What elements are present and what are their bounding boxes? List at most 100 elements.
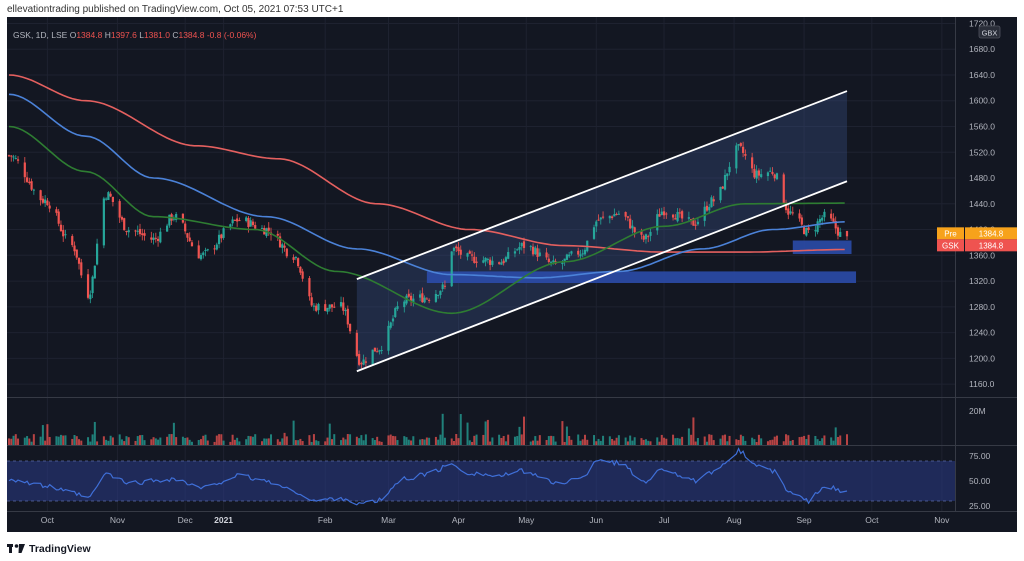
candle-body: [443, 285, 447, 287]
volume-bar: [522, 416, 525, 445]
chart-frame[interactable]: 1720.0 1680.0 1640.0 1600.0 1560.0 1520.0 1480…: [7, 17, 1017, 532]
ma-short-line: [8, 125, 845, 315]
volume-bar: [376, 436, 379, 445]
volume-bar: [644, 439, 647, 445]
volume-bar: [371, 438, 374, 445]
price-tick-label: 1560.0: [969, 121, 995, 131]
candle-body: [391, 318, 395, 322]
volume-bar: [489, 441, 492, 445]
price-tag-label-box: [937, 227, 964, 240]
volume-bar: [773, 436, 776, 445]
candle-body: [281, 244, 284, 248]
candle-body: [814, 230, 817, 232]
volume-bar: [344, 439, 347, 445]
candle-body: [676, 211, 679, 222]
volume-bar: [690, 434, 693, 445]
volume-bar: [789, 440, 792, 445]
price-tag-label: GSK: [942, 241, 960, 250]
price-tick-label: 1200.0: [969, 353, 995, 363]
candle-body: [502, 260, 505, 264]
candle-body: [75, 249, 78, 258]
volume-bar: [310, 441, 313, 445]
volume-bar: [735, 439, 738, 445]
candle-body: [23, 162, 26, 178]
volume-bar: [599, 440, 602, 445]
candle-body: [782, 174, 785, 205]
channel-fill: [356, 91, 847, 372]
channel-upper-line: [356, 90, 848, 280]
volume-bar: [326, 437, 329, 445]
candle-body: [703, 206, 706, 221]
candle-body: [807, 227, 810, 231]
volume-bar: [486, 419, 489, 445]
candle-body: [283, 245, 286, 248]
volume-bar: [17, 438, 20, 445]
volume-bar: [172, 422, 175, 445]
volume-bar: [471, 441, 474, 445]
volume-bar: [91, 434, 94, 445]
candle-body: [719, 186, 722, 201]
volume-bar: [254, 434, 257, 445]
candle-body: [437, 294, 440, 296]
candle-body: [278, 236, 282, 248]
volume-bar: [96, 441, 99, 445]
footer-brand[interactable]: TradingView: [29, 543, 91, 555]
volume-bar: [814, 435, 817, 445]
candle-body: [692, 218, 695, 226]
candle-body: [14, 158, 17, 160]
volume-bar: [791, 439, 794, 445]
chart-svg[interactable]: 1720.0 1680.0 1640.0 1600.0 1560.0 1520.0 1480…: [7, 17, 1017, 532]
candle-body: [516, 249, 519, 251]
legend-part: L: [139, 30, 144, 40]
candle-body: [238, 220, 241, 222]
candle-body: [7, 155, 11, 157]
volume-bar: [125, 436, 128, 445]
candle-body: [380, 349, 383, 351]
candle-body: [312, 305, 316, 307]
price-tag-value: 1384.8: [979, 229, 1004, 238]
candle-body: [389, 322, 392, 328]
candle-body: [753, 168, 756, 178]
candle-body: [486, 258, 489, 260]
volume-bar: [87, 437, 90, 445]
time-tick-label: Feb: [318, 515, 333, 525]
candle-body: [520, 242, 523, 247]
volume-bar: [127, 437, 130, 445]
candle-body: [80, 262, 83, 276]
candle-body: [118, 201, 121, 218]
candle-body: [649, 231, 652, 236]
time-tick-label: Jun: [589, 515, 603, 525]
candle-body: [579, 254, 582, 257]
volume-bar: [157, 439, 160, 445]
legend-part: -0.8 (-0.06%): [207, 30, 257, 40]
candle-body: [678, 212, 681, 214]
volume-bar: [380, 441, 383, 445]
volume-bar: [568, 435, 571, 445]
candle-body: [518, 246, 521, 250]
volume-bar: [378, 441, 381, 445]
volume-bar: [281, 438, 284, 445]
volume-bar: [663, 437, 666, 445]
volume-bar: [143, 440, 146, 445]
candle-body: [91, 276, 94, 294]
volume-bar: [64, 435, 67, 445]
volume-bar: [547, 436, 550, 445]
volume-bar: [387, 435, 390, 445]
volume-bar: [534, 436, 537, 445]
candle-body: [608, 215, 611, 219]
candle-body: [830, 213, 833, 219]
candle-body: [107, 192, 110, 201]
candle-body: [199, 254, 203, 260]
candle-body: [93, 265, 96, 279]
volume-bar: [355, 436, 358, 445]
candle-body: [373, 347, 377, 352]
candle-body: [355, 332, 358, 356]
candle-body: [245, 217, 248, 221]
candle-body: [39, 190, 42, 201]
volume-bar: [687, 428, 690, 445]
volume-bar: [484, 421, 487, 445]
volume-bar: [340, 440, 343, 445]
candle-body: [468, 251, 471, 254]
candle-body: [757, 170, 761, 176]
volume-bar: [123, 441, 126, 445]
